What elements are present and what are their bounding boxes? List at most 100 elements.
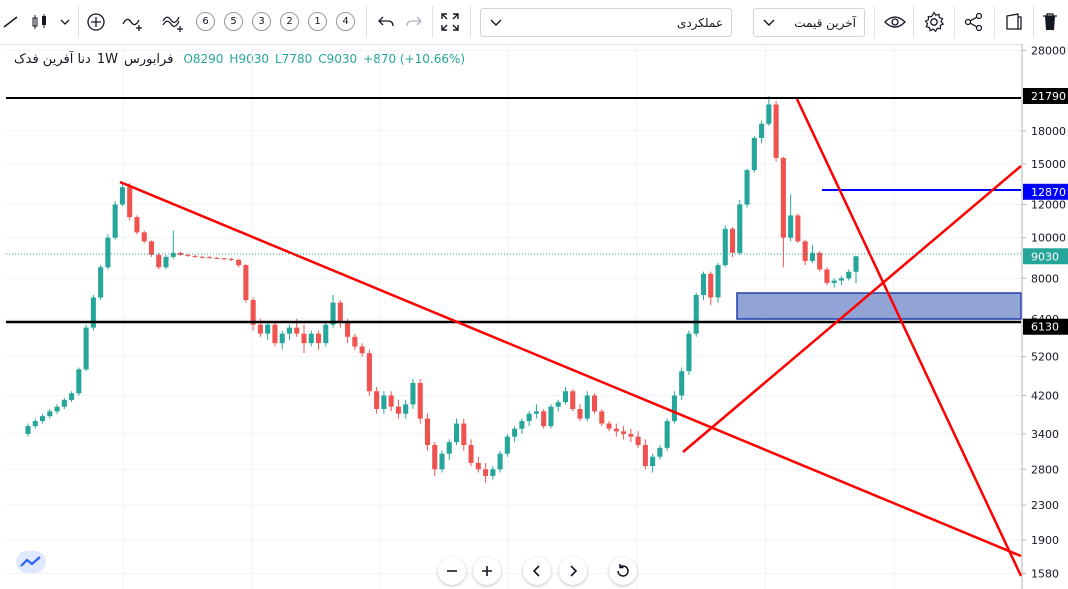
zoom-out-button[interactable] <box>438 557 466 585</box>
candle-body <box>163 256 169 268</box>
chart-legend: دنا آفرین فدک 1W فرابورس O8290 H9030 L77… <box>14 50 471 68</box>
candle <box>788 194 794 242</box>
interval-button[interactable]: 5 <box>224 12 243 31</box>
candle <box>214 256 220 259</box>
indicators-icon[interactable] <box>160 9 186 35</box>
line-tool-icon[interactable] <box>2 9 20 35</box>
zoom-in-button[interactable] <box>473 557 501 585</box>
candle-body <box>802 241 808 261</box>
undo-icon[interactable] <box>374 9 398 35</box>
candle <box>722 225 728 268</box>
candle <box>802 239 808 266</box>
interval-label: 1W <box>96 51 118 67</box>
candle-body <box>613 428 619 432</box>
candle-body <box>548 406 554 427</box>
candle <box>69 391 75 403</box>
portfolio-select[interactable]: عملکردی <box>480 8 732 37</box>
drawings-layer <box>6 97 1023 577</box>
candle <box>679 367 685 400</box>
tick-label: 3400 <box>1031 428 1059 441</box>
compare-icon[interactable] <box>120 9 146 35</box>
candle <box>570 389 576 412</box>
candle-body <box>686 333 692 372</box>
redo-icon[interactable] <box>402 9 426 35</box>
candle <box>621 426 627 440</box>
candle <box>352 333 358 350</box>
candle <box>613 423 619 437</box>
candle <box>533 404 539 419</box>
candle-body <box>526 413 532 422</box>
candle <box>744 168 750 208</box>
candle <box>490 466 496 480</box>
candles-chart-icon[interactable] <box>28 9 52 35</box>
interval-button[interactable]: 4 <box>336 12 355 31</box>
price-axis: 2800018000150001200010000800064005200420… <box>1021 44 1068 589</box>
candle-body <box>744 170 750 205</box>
candle-body <box>308 333 314 344</box>
scroll-left-button[interactable] <box>523 557 551 585</box>
candle-body <box>424 418 431 445</box>
tradingview-logo-icon[interactable] <box>16 551 46 573</box>
candle-body <box>577 409 583 419</box>
candle <box>700 271 707 301</box>
candle-body <box>286 327 293 334</box>
demand-zone <box>736 292 1022 320</box>
price-type-select[interactable]: آخرین قیمت <box>753 8 865 37</box>
candle-body <box>345 321 351 337</box>
reset-chart-button[interactable] <box>609 557 637 585</box>
price-axis-background <box>1022 44 1068 589</box>
candle-body <box>228 258 234 260</box>
candle-body <box>657 447 663 457</box>
candle <box>548 404 554 429</box>
separator <box>1033 6 1034 38</box>
trash-icon[interactable] <box>1038 9 1062 35</box>
tick-label: 2800 <box>1031 463 1059 476</box>
candle <box>148 240 155 257</box>
candle <box>381 391 387 414</box>
candle-body <box>294 327 300 334</box>
candle-body <box>512 428 518 437</box>
candle <box>265 321 271 340</box>
candle-body <box>599 411 605 424</box>
interval-button[interactable]: 3 <box>252 12 271 31</box>
candle <box>76 367 82 396</box>
add-indicator-icon[interactable] <box>84 9 108 35</box>
chevron-down-icon[interactable] <box>58 9 72 35</box>
scroll-right-button[interactable] <box>559 557 587 585</box>
price-label-text: 9030 <box>1031 250 1059 263</box>
interval-button[interactable]: 1 <box>308 12 327 31</box>
candle-body <box>265 324 271 334</box>
candle-body <box>766 104 772 124</box>
candle <box>780 156 786 268</box>
fullscreen-icon[interactable] <box>438 9 462 35</box>
candle-body <box>817 252 823 270</box>
candle <box>577 404 583 422</box>
candle <box>83 324 89 372</box>
candle <box>657 444 663 460</box>
candle <box>337 300 343 328</box>
candle <box>519 418 525 434</box>
gear-icon[interactable] <box>920 9 948 35</box>
candle <box>127 183 133 221</box>
candle-body <box>562 391 569 403</box>
eye-icon[interactable] <box>881 9 909 35</box>
candle <box>315 330 322 350</box>
snapshot-icon[interactable] <box>1000 9 1028 35</box>
candle-body <box>591 395 598 412</box>
share-icon[interactable] <box>960 9 988 35</box>
low-value: L7780 <box>274 52 313 66</box>
candle-body <box>54 406 60 412</box>
candle <box>497 450 503 473</box>
candle <box>642 439 648 470</box>
candle <box>185 253 191 257</box>
candles-layer <box>25 96 859 483</box>
interval-button[interactable]: 2 <box>280 12 299 31</box>
candle <box>766 96 772 126</box>
candle <box>207 255 213 259</box>
candle <box>279 330 285 350</box>
candle-body <box>366 353 372 392</box>
candle-body <box>570 391 576 410</box>
candle-body <box>519 421 525 429</box>
price-chart[interactable]: 2800018000150001200010000800064005200420… <box>0 44 1068 589</box>
interval-button[interactable]: 6 <box>196 12 215 31</box>
